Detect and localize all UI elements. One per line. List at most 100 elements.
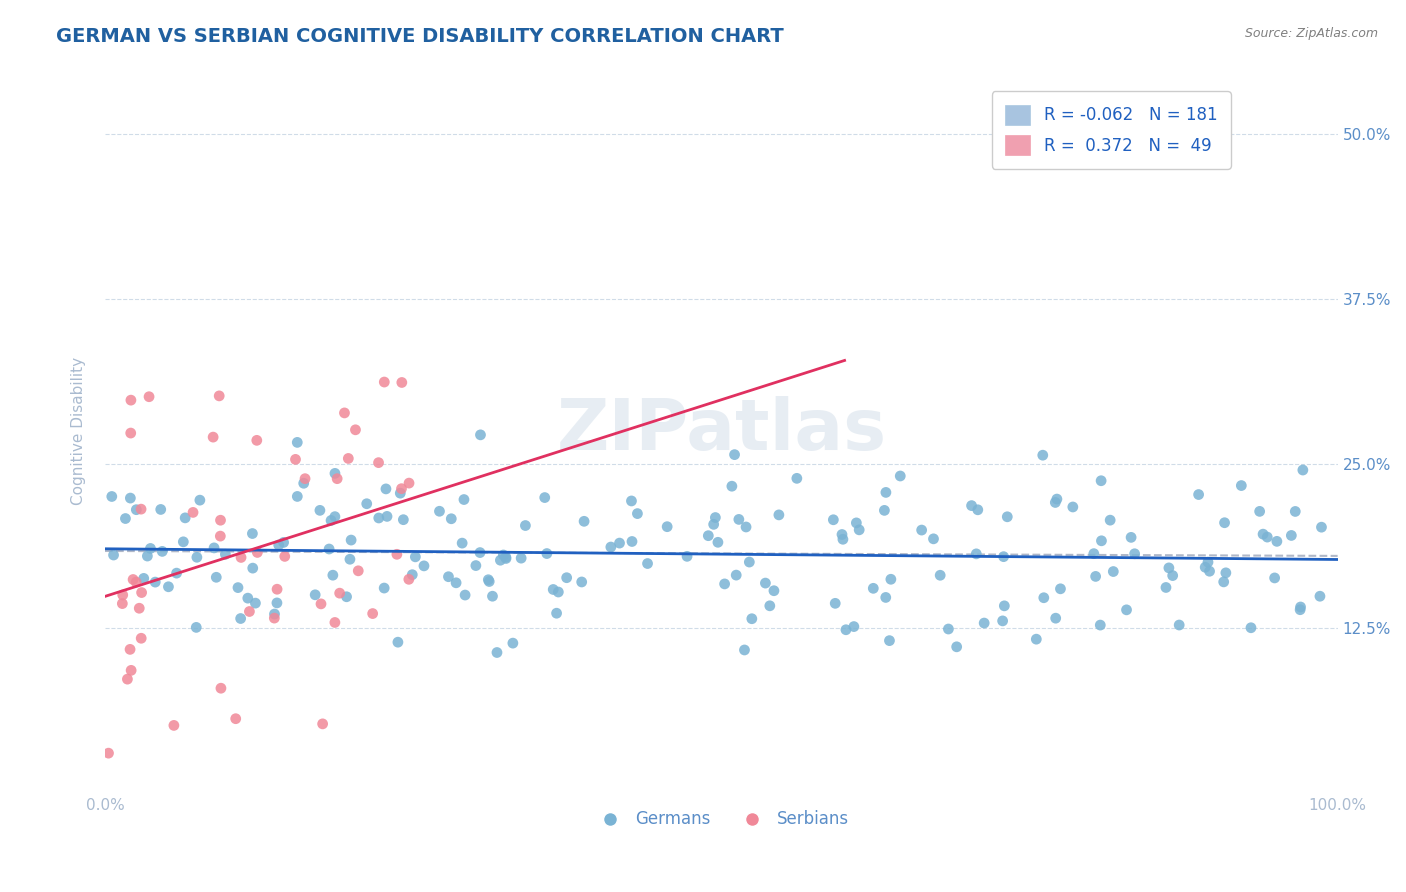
Point [1090,474,1112,488]
Point [1045,611,1067,625]
Point [120,664,142,678]
Point [965,547,987,561]
Point [823,513,845,527]
Point [492,548,515,562]
Point [1154,581,1177,595]
Point [440,512,463,526]
Point [163,718,186,732]
Point [373,375,395,389]
Point [242,561,264,575]
Point [263,611,285,625]
Point [873,503,896,517]
Point [322,568,344,582]
Point [848,523,870,537]
Point [1090,618,1112,632]
Point [485,646,508,660]
Point [266,596,288,610]
Point [181,505,204,519]
Point [1119,530,1142,544]
Point [1115,603,1137,617]
Point [375,482,398,496]
Point [398,476,420,491]
Point [1230,478,1253,492]
Point [172,534,194,549]
Point [470,428,492,442]
Point [335,590,357,604]
Point [768,508,790,522]
Point [437,570,460,584]
Point [208,389,231,403]
Point [637,557,659,571]
Point [835,623,858,637]
Point [1264,571,1286,585]
Point [114,511,136,525]
Point [533,491,555,505]
Point [285,490,308,504]
Point [392,513,415,527]
Point [1123,547,1146,561]
Point [344,423,367,437]
Text: ZIPatlas: ZIPatlas [557,396,886,465]
Point [304,588,326,602]
Point [759,599,782,613]
Point [723,448,745,462]
Point [273,535,295,549]
Point [1062,500,1084,514]
Point [150,544,173,558]
Point [478,574,501,589]
Point [728,512,751,526]
Point [246,434,269,448]
Point [973,615,995,630]
Point [929,568,952,582]
Point [502,636,524,650]
Point [960,499,983,513]
Point [401,567,423,582]
Point [536,547,558,561]
Point [389,486,412,500]
Point [333,406,356,420]
Point [1187,487,1209,501]
Point [122,573,145,587]
Point [111,597,134,611]
Point [515,518,537,533]
Point [309,503,332,517]
Point [129,632,152,646]
Point [375,509,398,524]
Point [1090,533,1112,548]
Point [186,620,208,634]
Point [136,549,159,563]
Point [139,541,162,556]
Point [120,491,142,505]
Point [481,589,503,603]
Point [356,497,378,511]
Point [128,601,150,615]
Point [225,712,247,726]
Point [468,545,491,559]
Point [391,376,413,390]
Point [707,535,730,549]
Point [1083,547,1105,561]
Point [832,533,855,547]
Point [226,581,249,595]
Point [1045,495,1067,509]
Point [1025,632,1047,647]
Point [229,611,252,625]
Point [991,614,1014,628]
Point [174,511,197,525]
Point [97,746,120,760]
Point [1212,574,1234,589]
Point [229,550,252,565]
Point [741,612,763,626]
Point [214,547,236,561]
Point [202,541,225,555]
Point [1240,621,1263,635]
Point [319,513,342,527]
Point [143,575,166,590]
Point [842,619,865,633]
Point [489,553,512,567]
Point [205,570,228,584]
Point [762,583,785,598]
Point [945,640,967,654]
Point [657,519,679,533]
Point [738,555,761,569]
